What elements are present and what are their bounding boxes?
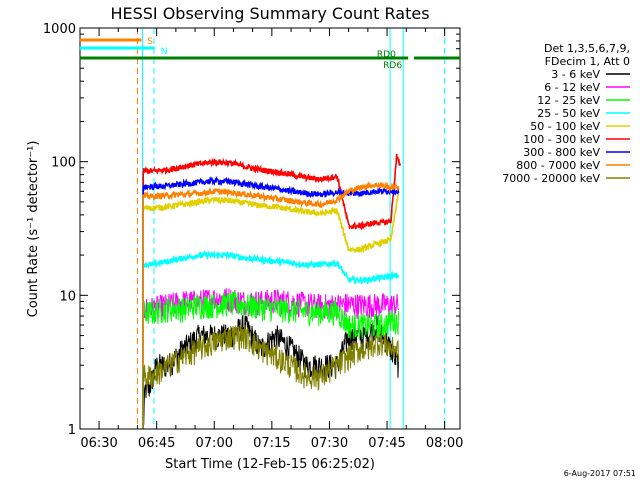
series-line-6 bbox=[142, 175, 400, 429]
chart-title: HESSI Observing Summary Count Rates bbox=[110, 4, 429, 23]
legend-label: 300 - 800 keV bbox=[523, 146, 600, 159]
x-axis: 06:30 06:45 07:00 07:15 07:30 07:45 08:00 bbox=[80, 28, 463, 451]
y-tick-label: 10 bbox=[59, 289, 76, 304]
x-axis-label: Start Time (12-Feb-15 06:25:02) bbox=[165, 457, 375, 472]
y-tick-label: 100 bbox=[51, 156, 76, 171]
x-tick-label: 07:45 bbox=[368, 436, 405, 451]
x-tick-label: 06:45 bbox=[138, 436, 175, 451]
x-tick-label: 06:30 bbox=[80, 436, 117, 451]
footer-timestamp: 6-Aug-2017 07:51 bbox=[564, 469, 636, 478]
y-axis-label: Count Rate (s⁻¹ detector⁻¹) bbox=[26, 141, 41, 318]
x-tick-label: 07:15 bbox=[253, 436, 290, 451]
y-tick-label: 1000 bbox=[43, 22, 76, 37]
x-tick-label: 07:30 bbox=[311, 436, 348, 451]
y-tick-label: 1 bbox=[68, 423, 76, 438]
legend-label: 100 - 300 keV bbox=[523, 133, 600, 146]
annotation-label-n: N bbox=[161, 47, 168, 57]
series-line-8 bbox=[142, 324, 399, 429]
plot-frame bbox=[79, 27, 461, 430]
legend-header-line: FDecim 1, Att 0 bbox=[545, 55, 630, 68]
legend-label: 6 - 12 keV bbox=[544, 81, 600, 94]
series-line-0 bbox=[142, 315, 399, 429]
annotation-label-rd0: RD0 bbox=[377, 50, 396, 60]
annotation-label-rd6: RD6 bbox=[383, 61, 402, 71]
legend-header-line: Det 1,3,5,6,7,9, bbox=[544, 42, 630, 55]
legend-label: 50 - 100 keV bbox=[530, 120, 600, 133]
legend-label: 3 - 6 keV bbox=[551, 68, 600, 81]
x-tick-label: 07:00 bbox=[196, 436, 233, 451]
legend-label: 7000 - 20000 keV bbox=[502, 172, 600, 185]
legend-label: 25 - 50 keV bbox=[537, 107, 600, 120]
series-line-7 bbox=[142, 180, 400, 429]
series-line-5 bbox=[142, 154, 402, 429]
series-line-4 bbox=[142, 188, 400, 429]
plot-area bbox=[136, 28, 446, 429]
series-line-2 bbox=[142, 290, 399, 429]
legend-label: 12 - 25 keV bbox=[537, 94, 600, 107]
legend: Det 1,3,5,6,7,9,FDecim 1, Att 03 - 6 keV… bbox=[502, 42, 630, 185]
series-line-3 bbox=[142, 249, 400, 429]
x-tick-label: 08:00 bbox=[426, 436, 463, 451]
legend-label: 800 - 7000 keV bbox=[516, 159, 600, 172]
y-axis: 1 10 100 1000 bbox=[43, 22, 460, 438]
annotation-label-s: S bbox=[147, 37, 153, 47]
